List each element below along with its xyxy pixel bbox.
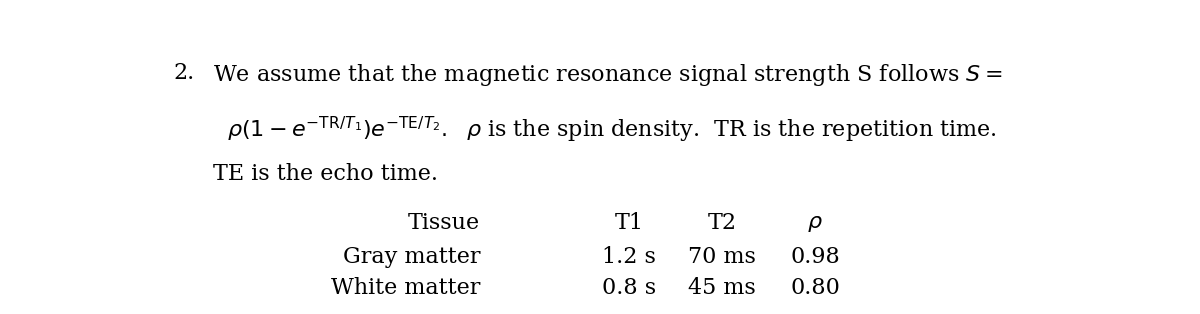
Text: 45 ms: 45 ms [688, 277, 756, 299]
Text: We assume that the magnetic resonance signal strength S follows $S =$: We assume that the magnetic resonance si… [214, 62, 1002, 88]
Text: 2.: 2. [173, 62, 194, 84]
Text: T1: T1 [614, 212, 643, 234]
Text: White matter: White matter [331, 277, 480, 299]
Text: Gray matter: Gray matter [343, 246, 480, 268]
Text: $\rho(1-e^{-\mathrm{TR}/T_1})e^{-\mathrm{TE}/T_2}.$  $\rho$ is the spin density.: $\rho(1-e^{-\mathrm{TR}/T_1})e^{-\mathrm… [227, 115, 997, 145]
Text: $\rho$: $\rho$ [808, 212, 823, 234]
Text: 0.8 s: 0.8 s [602, 277, 656, 299]
Text: Tissue: Tissue [408, 212, 480, 234]
Text: 1.2 s: 1.2 s [602, 246, 656, 268]
Text: 70 ms: 70 ms [688, 246, 756, 268]
Text: T2: T2 [708, 212, 737, 234]
Text: 0.80: 0.80 [790, 277, 840, 299]
Text: 0.98: 0.98 [790, 246, 840, 268]
Text: TE is the echo time.: TE is the echo time. [214, 163, 438, 185]
